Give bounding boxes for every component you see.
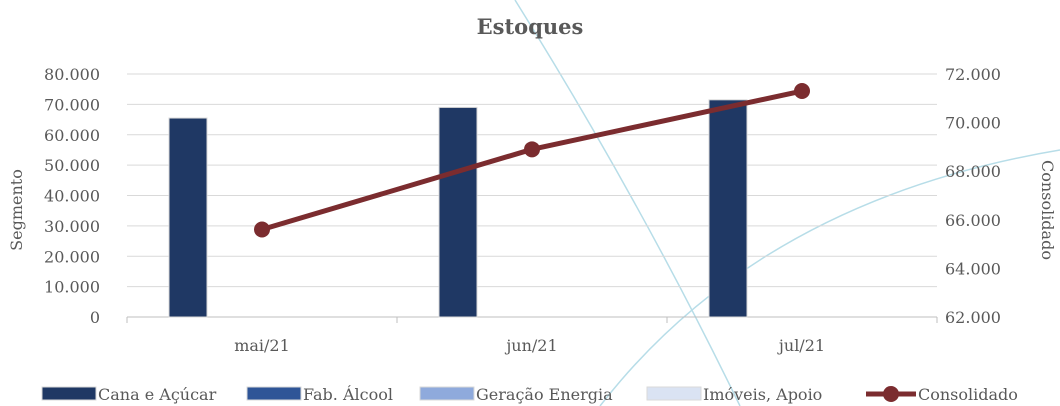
left-axis-title: Segmento bbox=[7, 169, 26, 251]
line-point bbox=[794, 83, 810, 100]
legend-swatch bbox=[41, 386, 97, 401]
legend-label: Geração Energia bbox=[476, 385, 613, 404]
line-point bbox=[524, 141, 540, 158]
legend-label: Imóveis, Apoio bbox=[703, 385, 822, 404]
right-tick-label: 66.000 bbox=[945, 211, 1001, 230]
right-tick-label: 62.000 bbox=[945, 308, 1001, 327]
x-axis-ticks: mai/21 jun/21 jul/21 bbox=[126, 317, 938, 355]
left-tick-label: 80.000 bbox=[44, 65, 100, 84]
left-tick-label: 30.000 bbox=[44, 217, 100, 236]
right-axis-title: Consolidado bbox=[1038, 160, 1057, 260]
right-tick-label: 64.000 bbox=[945, 259, 1001, 278]
legend-swatch bbox=[246, 386, 302, 401]
right-tick-label: 72.000 bbox=[945, 65, 1001, 84]
left-tick-label: 20.000 bbox=[44, 247, 100, 266]
decorative-arc bbox=[599, 149, 1060, 406]
chart-title: Estoques bbox=[477, 14, 584, 39]
legend-label: Consolidado bbox=[918, 385, 1018, 404]
legend-label: Fab. Álcool bbox=[303, 384, 393, 404]
x-tick-label: jul/21 bbox=[777, 336, 825, 355]
x-tick-label: jun/21 bbox=[504, 336, 557, 355]
right-tick-label: 68.000 bbox=[945, 162, 1001, 181]
left-axis-ticks: 0 10.000 20.000 30.000 40.000 50.000 60.000 70.… bbox=[44, 65, 100, 327]
left-tick-label: 40.000 bbox=[44, 187, 100, 206]
left-tick-label: 60.000 bbox=[44, 126, 100, 145]
bar bbox=[438, 106, 478, 318]
decorative-arc bbox=[514, 0, 741, 406]
x-tick-label: mai/21 bbox=[234, 336, 290, 355]
left-tick-label: 10.000 bbox=[44, 278, 100, 297]
line-series bbox=[254, 83, 810, 238]
left-tick-label: 50.000 bbox=[44, 156, 100, 175]
legend-line-marker bbox=[883, 386, 899, 402]
legend-swatch bbox=[419, 386, 475, 401]
legend: Cana e Açúcar Fab. Álcool Geração Energia I… bbox=[41, 384, 1018, 404]
legend-swatch bbox=[646, 386, 702, 401]
right-tick-label: 70.000 bbox=[945, 114, 1001, 133]
gridlines bbox=[127, 73, 937, 318]
right-axis-ticks: 62.000 64.000 66.000 68.000 70.000 72.000 bbox=[945, 65, 1001, 327]
legend-label: Cana e Açúcar bbox=[98, 385, 217, 404]
left-tick-label: 0 bbox=[90, 308, 100, 327]
bar-series bbox=[168, 99, 748, 318]
bar bbox=[708, 99, 748, 318]
left-tick-label: 70.000 bbox=[44, 95, 100, 114]
line-point bbox=[254, 221, 270, 238]
bar bbox=[168, 117, 208, 318]
